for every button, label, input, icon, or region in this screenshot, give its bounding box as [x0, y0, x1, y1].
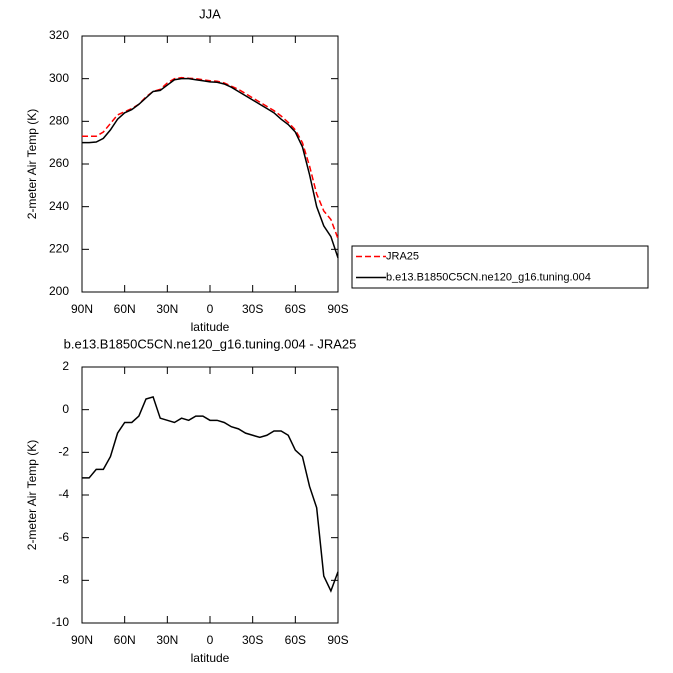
x-axis-label: latitude	[191, 651, 230, 665]
x-tick-label: 0	[207, 633, 214, 647]
x-tick-label: 90N	[71, 633, 93, 647]
legend: JRA25 b.e13.B1850C5CN.ne120_g16.tuning.00…	[351, 245, 649, 289]
y-tick-label: -4	[58, 487, 69, 501]
y-tick-label: 220	[49, 242, 69, 256]
x-tick-label: 60N	[114, 302, 136, 316]
y-tick-label: -8	[58, 573, 69, 587]
y-tick-label: -6	[58, 530, 69, 544]
y-tick-label: 200	[49, 284, 69, 298]
data-line	[82, 77, 339, 259]
plot-frame	[81, 366, 339, 624]
x-tick-label: 60S	[285, 633, 306, 647]
chart-title: JJA	[199, 6, 221, 21]
y-tick-label: 0	[62, 402, 69, 416]
x-tick-label: 60N	[114, 633, 136, 647]
legend-box	[351, 245, 649, 289]
legend-label: JRA25	[386, 250, 419, 262]
y-axis-label: 2-meter Air Temp (K)	[25, 440, 39, 550]
y-tick-label: 320	[49, 28, 69, 42]
legend-label: b.e13.B1850C5CN.ne120_g16.tuning.004	[386, 271, 591, 283]
x-axis-label: latitude	[191, 320, 230, 334]
y-tick-label: 2	[62, 359, 69, 373]
chart-title: b.e13.B1850C5CN.ne120_g16.tuning.004 - J…	[64, 336, 357, 351]
data-line	[82, 76, 339, 239]
y-axis-label: 2-meter Air Temp (K)	[25, 109, 39, 219]
y-tick-label: 300	[49, 71, 69, 85]
y-tick-label: 240	[49, 199, 69, 213]
y-tick-label: -2	[58, 445, 69, 459]
x-tick-label: 90N	[71, 302, 93, 316]
y-tick-label: 280	[49, 114, 69, 128]
x-tick-label: 30S	[242, 633, 263, 647]
data-line	[82, 395, 339, 593]
y-tick-label: 260	[49, 156, 69, 170]
x-tick-label: 90S	[327, 302, 348, 316]
plot-frame	[81, 35, 339, 293]
y-tick-label: -10	[52, 615, 70, 629]
x-tick-label: 30N	[156, 302, 178, 316]
x-tick-label: 0	[207, 302, 214, 316]
x-tick-label: 30N	[156, 633, 178, 647]
x-tick-label: 30S	[242, 302, 263, 316]
x-tick-label: 90S	[327, 633, 348, 647]
x-tick-label: 60S	[285, 302, 306, 316]
